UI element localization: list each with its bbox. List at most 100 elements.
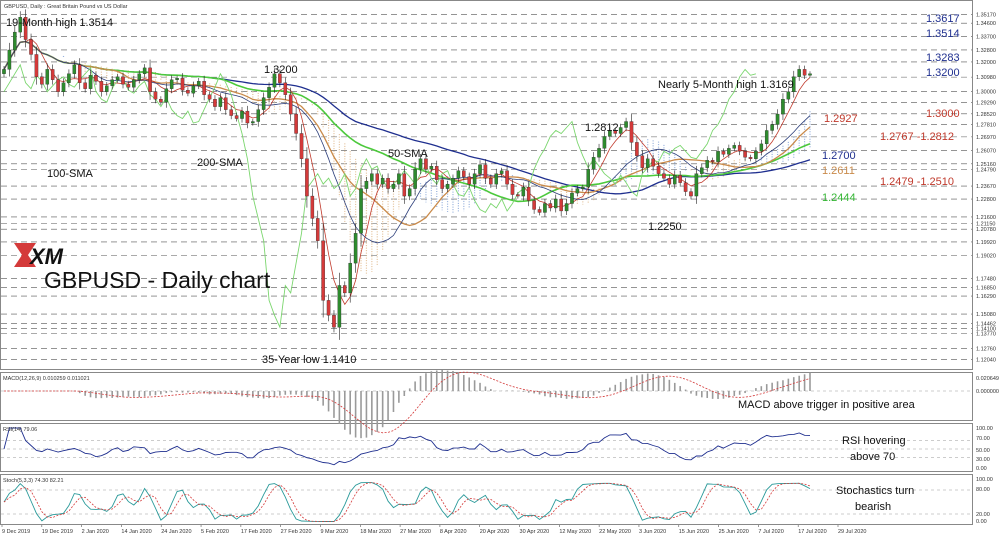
candle-bear [662,173,666,179]
chikou-line [3,63,757,329]
candle-bear [532,200,536,210]
price-tick-label: 1.21600 [976,215,996,221]
date-tick-label: 24 Jan 2020 [161,529,191,535]
candle-bull [218,97,223,107]
candle-bear [186,90,190,94]
candle-bear [683,182,688,192]
candle-bear [126,84,131,88]
stoch-k-line [3,482,811,522]
candle-bear [213,99,217,107]
rsi-tick-label: 30.00 [976,457,990,463]
annot-5-month-high: Nearly 5-Month high 1.3169 [658,79,794,91]
candle-bear [629,121,634,143]
candle-bull [407,188,412,197]
rsi-tick-label: 50.00 [976,448,990,454]
candle-bull [786,91,791,100]
candle-bear [321,240,325,301]
candle-bear [613,130,618,134]
candle-bull [445,183,450,189]
candle-bull [775,113,780,125]
candle-bear [332,315,336,328]
annot-19-month-high: 19-Month high 1.3514 [6,17,113,29]
candle-bull [797,69,801,77]
candle-bear [207,94,212,100]
candle-bull [543,203,547,213]
price-tick-label: 1.12040 [976,357,996,363]
candle-bull [451,178,455,185]
candle-bear [802,69,807,76]
candle-bear [667,178,672,185]
candle-bull [370,173,374,182]
price-tick-label: 1.27810 [976,122,996,128]
candle-bull [494,173,499,185]
right-level-label-12700: 1.2700 [822,150,856,162]
candle-bull [61,82,66,92]
price-tick-label: 1.13770 [976,332,996,338]
candle-bull [364,180,369,189]
stoch-panel: 100.00 80.00 20.000.00 [1,477,993,525]
candle-bull [521,186,526,197]
candle-bull [110,79,114,86]
candle-bear [489,178,493,185]
candle-bear [721,151,726,155]
candle-bear [402,173,407,197]
candle-bear [434,166,439,180]
price-tick-label: 1.30000 [976,90,996,96]
candle-bull [597,148,601,158]
annot-1-2812: 1.2812 [585,122,619,134]
candle-bull [808,73,812,76]
candle-bear [635,142,639,156]
candle-bear [483,164,488,179]
candle-bear [678,175,682,183]
candle-bull [418,158,423,170]
rsi-header: RSI(14) 79.06 [3,427,37,433]
candle-bear [56,79,60,92]
candle-bull [472,173,477,185]
chart-title: GBPUSD - Daily chart [44,267,271,293]
label-100-sma: 100-SMA [47,168,94,180]
candle-bear [310,195,315,219]
date-tick-label: 3 Jun 2020 [639,529,666,535]
candle-bear [315,218,320,241]
price-axis: 1.35170 1.34600 1.33700 1.32800 1.32000 1.309… [976,13,996,364]
macd-annotation: MACD above trigger in positive area [738,399,916,411]
candle-bear [29,39,33,55]
price-tick-label: 1.34600 [976,21,996,27]
price-tick-label: 1.21150 [976,222,995,228]
rsi-tick-label: 70.00 [976,436,990,442]
stoch-annotation-2: bearish [855,501,891,513]
candle-bear [121,76,125,85]
candle-bull [397,173,401,185]
candle-bull [191,85,196,94]
candle-bear [99,81,104,92]
candle-bull [18,17,22,33]
candle-bull [359,188,363,234]
candle-bull [169,79,174,89]
price-tick-label: 1.19020 [976,253,996,259]
candle-bear [424,158,428,170]
price-tick-label: 1.24790 [976,167,996,173]
candle-bull [429,166,434,170]
stoch-panel-frame [0,474,973,525]
candle-bull [261,97,266,110]
candle-bull [770,124,774,131]
xm-logo: XM [14,243,64,269]
chart-caption: GBPUSD, Daily : Great Britain Pound vs U… [4,4,128,10]
price-tick-label: 1.15080 [976,312,996,318]
date-tick-label: 19 Dec 2019 [42,529,73,535]
right-level-labels: 1.3617 1.3514 1.3283 1.3200 1.3000 1.2927 1.27… [822,13,960,204]
price-tick-label: 1.32800 [976,48,996,54]
price-tick-label: 1.22800 [976,197,996,203]
annot-35-year-low: 35-Year low 1.1410 [262,354,356,366]
candle-bull [608,130,612,137]
date-tick-label: 18 Mar 2020 [360,529,391,535]
candle-bull [553,198,558,209]
candle-bull [581,186,585,189]
date-tick-label: 29 Jul 2020 [838,529,866,535]
candle-bear [640,155,645,168]
candle-bull [792,76,796,92]
candle-bull [618,127,623,134]
date-tick-label: 27 Mar 2020 [400,529,431,535]
macd-panel: 0.020649 0.000000 [1,370,999,439]
candle-bear [305,158,309,197]
